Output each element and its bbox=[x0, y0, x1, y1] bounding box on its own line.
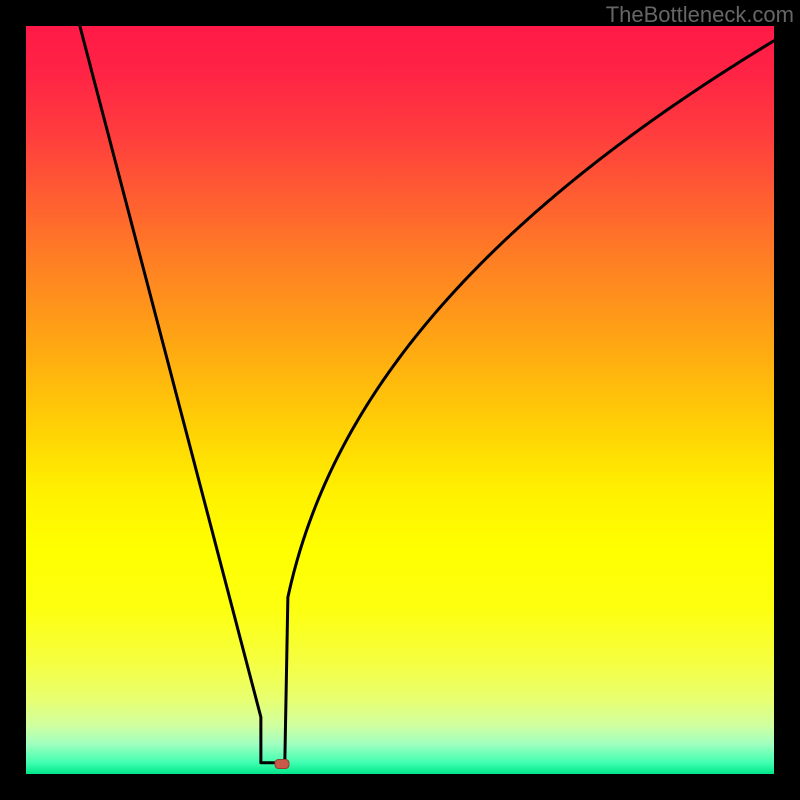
plot-area bbox=[26, 26, 774, 774]
bottleneck-curve bbox=[26, 26, 774, 774]
chart-frame: TheBottleneck.com bbox=[0, 0, 800, 800]
optimum-marker bbox=[274, 759, 289, 769]
watermark-text: TheBottleneck.com bbox=[606, 2, 794, 28]
